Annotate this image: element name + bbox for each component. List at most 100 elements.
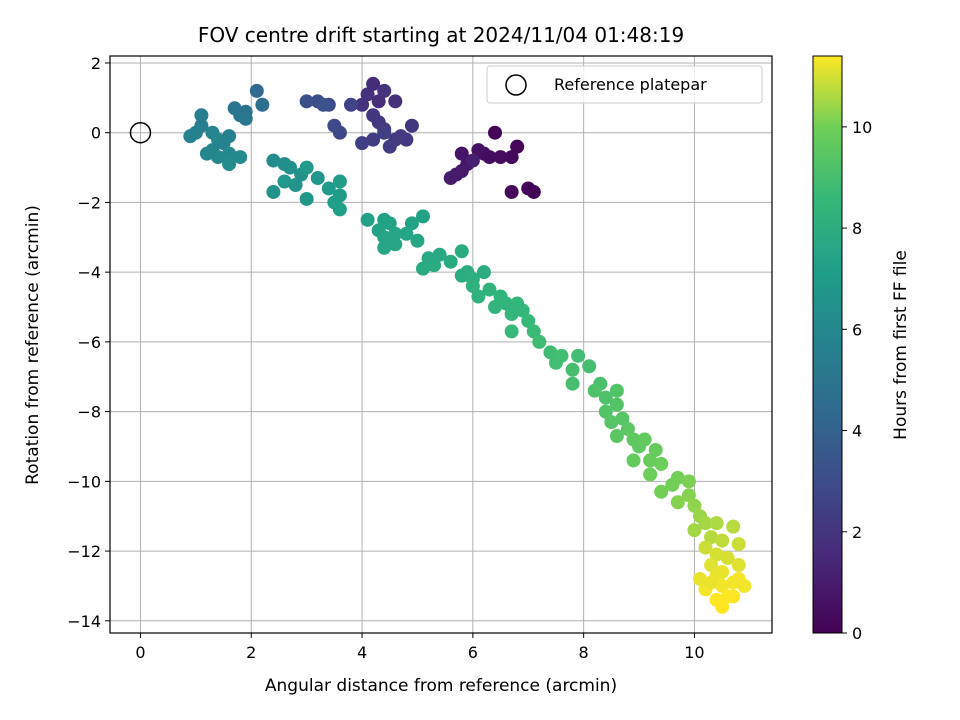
data-point xyxy=(565,376,580,391)
data-point xyxy=(609,429,624,444)
data-point xyxy=(704,530,719,545)
data-point xyxy=(377,83,392,98)
legend: Reference platepar xyxy=(486,65,763,104)
data-point xyxy=(255,97,270,112)
plot-frame xyxy=(109,55,773,634)
data-point xyxy=(454,268,469,283)
data-point xyxy=(371,94,386,109)
y-axis: 2 0 −2 −4 −6 −8 −10 −12 −14 xyxy=(67,54,110,631)
y-tick-label: −6 xyxy=(77,333,101,352)
data-point xyxy=(504,150,519,165)
data-point xyxy=(521,313,536,328)
data-point xyxy=(199,146,214,161)
y-tick-label: 2 xyxy=(91,54,101,73)
data-point xyxy=(681,488,696,503)
data-point xyxy=(709,516,724,531)
data-point xyxy=(393,129,408,144)
data-point xyxy=(471,143,486,158)
data-point xyxy=(609,383,624,398)
data-points xyxy=(183,76,752,614)
data-point xyxy=(343,97,358,112)
x-tick-label: 6 xyxy=(468,643,478,662)
legend-marker-reference xyxy=(505,74,527,96)
data-point xyxy=(382,139,397,154)
data-point xyxy=(283,160,298,175)
data-point xyxy=(504,324,519,339)
data-point xyxy=(731,537,746,552)
data-point xyxy=(543,345,558,360)
data-point xyxy=(626,453,641,468)
data-point xyxy=(526,324,541,339)
data-point xyxy=(720,551,735,566)
data-point xyxy=(643,467,658,482)
data-point xyxy=(454,244,469,259)
x-tick-label: 4 xyxy=(357,643,367,662)
data-point xyxy=(709,547,724,562)
y-axis-label: Rotation from reference (arcmin) xyxy=(23,205,43,485)
data-point xyxy=(404,118,419,133)
data-point xyxy=(299,160,314,175)
data-point xyxy=(476,265,491,280)
y-tick-label: −12 xyxy=(67,542,101,561)
x-tick-label: 2 xyxy=(246,643,256,662)
data-point xyxy=(499,296,514,311)
data-point xyxy=(620,422,635,437)
data-point xyxy=(415,261,430,276)
data-point xyxy=(249,83,264,98)
data-point xyxy=(449,167,464,182)
data-point xyxy=(726,589,741,604)
data-point xyxy=(521,181,536,196)
y-tick-label: −2 xyxy=(77,193,101,212)
colorbar-label: Hours from first FF file xyxy=(891,250,911,440)
data-point xyxy=(332,202,347,217)
colorbar-tick-label: 10 xyxy=(852,118,872,137)
data-point xyxy=(366,76,381,91)
data-point xyxy=(266,153,281,168)
x-tick-label: 0 xyxy=(135,643,145,662)
data-point xyxy=(238,111,253,126)
data-point xyxy=(288,177,303,192)
y-tick-label: −4 xyxy=(77,263,101,282)
chart-title: FOV centre drift starting at 2024/11/04 … xyxy=(198,23,684,47)
data-point xyxy=(604,415,619,430)
data-point xyxy=(211,150,226,165)
colorbar-tick-label: 4 xyxy=(852,422,862,441)
data-point xyxy=(731,571,746,586)
data-point xyxy=(454,146,469,161)
data-point xyxy=(532,334,547,349)
data-point xyxy=(715,599,730,614)
data-point xyxy=(388,94,403,109)
data-point xyxy=(482,150,497,165)
data-point xyxy=(316,97,331,112)
data-point xyxy=(587,383,602,398)
y-tick-label: −10 xyxy=(67,472,101,491)
data-point xyxy=(692,571,707,586)
data-point xyxy=(471,289,486,304)
data-point xyxy=(504,306,519,321)
data-point xyxy=(382,216,397,231)
data-point xyxy=(698,516,713,531)
data-point xyxy=(488,125,503,140)
data-point xyxy=(704,575,719,590)
data-point xyxy=(654,456,669,471)
data-point xyxy=(222,146,237,161)
data-point xyxy=(548,355,563,370)
data-point xyxy=(670,470,685,485)
reference-layer xyxy=(129,121,152,144)
data-point xyxy=(582,359,597,374)
data-point xyxy=(310,171,325,186)
data-point xyxy=(510,139,525,154)
data-point xyxy=(715,578,730,593)
data-point xyxy=(715,533,730,548)
data-point xyxy=(355,136,370,151)
data-point xyxy=(355,97,370,112)
data-point xyxy=(637,432,652,447)
data-point xyxy=(493,150,508,165)
colorbar-ticks: 0 2 4 6 8 10 xyxy=(842,118,872,643)
data-point xyxy=(571,348,586,363)
data-point xyxy=(687,523,702,538)
data-point xyxy=(299,94,314,109)
data-point xyxy=(227,101,242,116)
data-point xyxy=(726,519,741,534)
